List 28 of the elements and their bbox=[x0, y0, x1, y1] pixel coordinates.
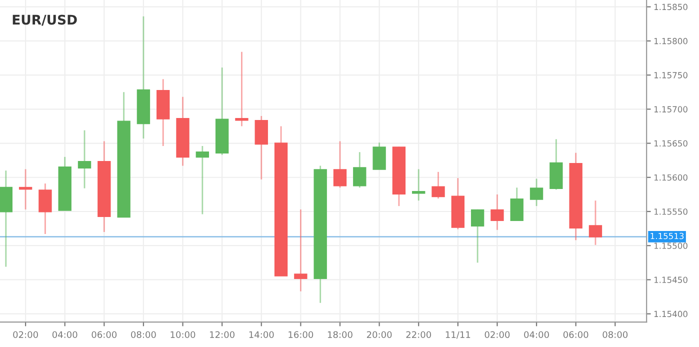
x-tick-label: 04:00 bbox=[52, 331, 78, 338]
x-tick-label: 16:00 bbox=[288, 331, 314, 338]
x-tick-label: 02:00 bbox=[13, 331, 38, 338]
x-tick-label: 06:00 bbox=[563, 331, 588, 338]
y-tick-label: 1.15750 bbox=[654, 72, 688, 78]
x-tick-label: 14:00 bbox=[249, 331, 274, 338]
y-tick-label: 1.15650 bbox=[654, 140, 688, 147]
y-tick-label: 1.15400 bbox=[654, 310, 688, 318]
x-tick-label: 04:00 bbox=[524, 331, 549, 338]
y-tick-label: 1.15850 bbox=[654, 4, 688, 10]
x-tick-label: 08:00 bbox=[131, 331, 156, 338]
x-tick-label: 12:00 bbox=[210, 331, 234, 338]
text: EUR/USD bbox=[12, 14, 77, 26]
x-tick-label: 18:00 bbox=[328, 331, 352, 338]
y-tick-label: 1.15550 bbox=[654, 208, 688, 215]
x-tick-label: 11/11 bbox=[446, 331, 470, 339]
x-tick-label: 22:00 bbox=[406, 331, 432, 338]
x-tick-label: 20:00 bbox=[366, 331, 392, 338]
y-tick-label: 1.15600 bbox=[654, 174, 688, 181]
y-tick-label: 1.15500 bbox=[654, 242, 688, 249]
x-tick-label: 08:00 bbox=[602, 331, 628, 338]
y-tick-label: 1.15800 bbox=[654, 38, 688, 44]
x-tick-label: 02:00 bbox=[484, 331, 510, 338]
ref-line-label: 1.15513 bbox=[650, 232, 684, 240]
y-tick-label: 1.15450 bbox=[654, 276, 688, 283]
y-tick-label: 1.15700 bbox=[654, 106, 688, 112]
x-tick-label: 10:00 bbox=[170, 331, 196, 338]
x-tick-label: 06:00 bbox=[92, 331, 117, 338]
